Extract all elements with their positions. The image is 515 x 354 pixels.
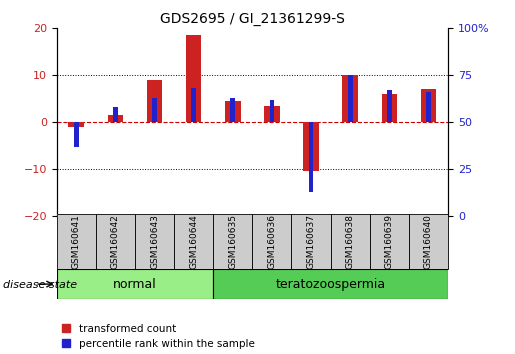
- Bar: [108, 115, 123, 122]
- Bar: [370, 214, 409, 269]
- Bar: [264, 106, 280, 122]
- Bar: [269, 99, 274, 122]
- Bar: [382, 94, 397, 122]
- Bar: [342, 75, 358, 122]
- Bar: [387, 90, 392, 122]
- Text: GSM160638: GSM160638: [346, 214, 355, 269]
- Bar: [174, 214, 213, 269]
- Bar: [186, 35, 201, 122]
- Bar: [96, 214, 135, 269]
- Bar: [230, 98, 235, 122]
- Bar: [252, 214, 291, 269]
- Text: GSM160642: GSM160642: [111, 214, 120, 269]
- Bar: [303, 122, 319, 171]
- Bar: [152, 98, 157, 122]
- Bar: [409, 214, 448, 269]
- Text: GSM160640: GSM160640: [424, 214, 433, 269]
- Bar: [68, 122, 84, 127]
- Bar: [147, 80, 162, 122]
- Bar: [331, 214, 370, 269]
- Text: GSM160637: GSM160637: [306, 214, 316, 269]
- Title: GDS2695 / GI_21361299-S: GDS2695 / GI_21361299-S: [160, 12, 345, 26]
- Bar: [421, 89, 436, 122]
- Bar: [57, 269, 213, 299]
- Legend: transformed count, percentile rank within the sample: transformed count, percentile rank withi…: [62, 324, 254, 349]
- Text: GSM160644: GSM160644: [189, 214, 198, 269]
- Bar: [291, 214, 331, 269]
- Bar: [308, 122, 314, 192]
- Bar: [426, 92, 431, 122]
- Text: GSM160643: GSM160643: [150, 214, 159, 269]
- Bar: [348, 75, 353, 122]
- Bar: [213, 269, 448, 299]
- Text: normal: normal: [113, 278, 157, 291]
- Bar: [113, 107, 118, 122]
- Text: GSM160636: GSM160636: [267, 214, 277, 269]
- Text: disease state: disease state: [3, 280, 77, 290]
- Bar: [74, 122, 79, 147]
- Bar: [225, 101, 241, 122]
- Text: GSM160639: GSM160639: [385, 214, 394, 269]
- Text: GSM160641: GSM160641: [72, 214, 81, 269]
- Bar: [213, 214, 252, 269]
- Bar: [135, 214, 174, 269]
- Bar: [191, 88, 196, 122]
- Bar: [57, 214, 96, 269]
- Text: teratozoospermia: teratozoospermia: [276, 278, 386, 291]
- Text: GSM160635: GSM160635: [228, 214, 237, 269]
